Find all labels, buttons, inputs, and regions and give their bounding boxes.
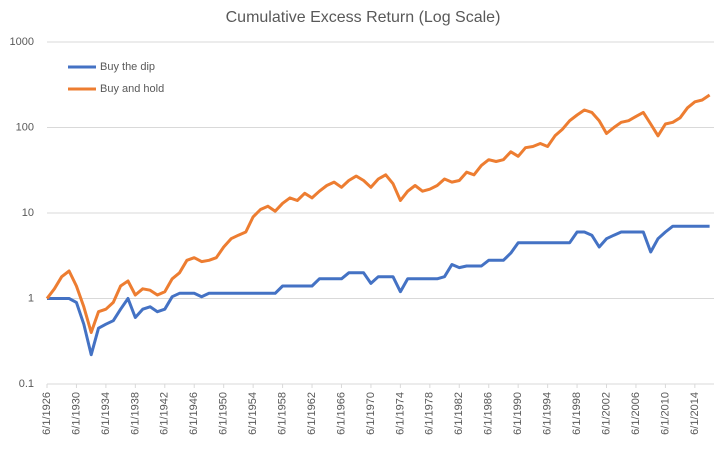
y-tick-label: 1000 xyxy=(10,36,34,48)
x-tick-label: 6/1/1962 xyxy=(306,392,318,435)
x-tick-label: 6/1/1946 xyxy=(188,392,200,435)
chart-title: Cumulative Excess Return (Log Scale) xyxy=(226,9,501,26)
x-tick-label: 6/1/1926 xyxy=(41,392,53,435)
x-tick-label: 6/1/1990 xyxy=(512,392,524,435)
x-tick-label: 6/1/1954 xyxy=(247,392,259,435)
legend-label: Buy the dip xyxy=(100,61,155,73)
x-tick-label: 6/1/1982 xyxy=(453,392,465,435)
x-tick-label: 6/1/1998 xyxy=(571,392,583,435)
x-tick-label: 6/1/1930 xyxy=(70,392,82,435)
y-tick-label: 1 xyxy=(28,292,34,304)
y-tick-label: 10 xyxy=(22,207,34,219)
x-tick-label: 6/1/1958 xyxy=(276,392,288,435)
x-tick-label: 6/1/1942 xyxy=(159,392,171,435)
x-tick-label: 6/1/1986 xyxy=(483,392,495,435)
legend-label: Buy and hold xyxy=(100,83,164,95)
x-tick-label: 6/1/2014 xyxy=(689,392,701,435)
x-tick-label: 6/1/2006 xyxy=(630,392,642,435)
series-line xyxy=(47,224,710,357)
x-tick-label: 6/1/1974 xyxy=(394,392,406,435)
x-tick-label: 6/1/1938 xyxy=(129,392,141,435)
x-tick-label: 6/1/1970 xyxy=(365,392,377,435)
x-tick-label: 6/1/1966 xyxy=(335,392,347,435)
y-tick-label: 0.1 xyxy=(19,378,34,390)
x-tick-label: 6/1/1950 xyxy=(218,392,230,435)
x-tick-label: 6/1/2002 xyxy=(600,392,612,435)
x-tick-label: 6/1/2010 xyxy=(659,392,671,435)
x-tick-label: 6/1/1978 xyxy=(424,392,436,435)
y-tick-label: 100 xyxy=(16,121,34,133)
x-tick-label: 6/1/1994 xyxy=(542,392,554,435)
series-line xyxy=(45,93,711,334)
x-tick-label: 6/1/1934 xyxy=(100,392,112,435)
